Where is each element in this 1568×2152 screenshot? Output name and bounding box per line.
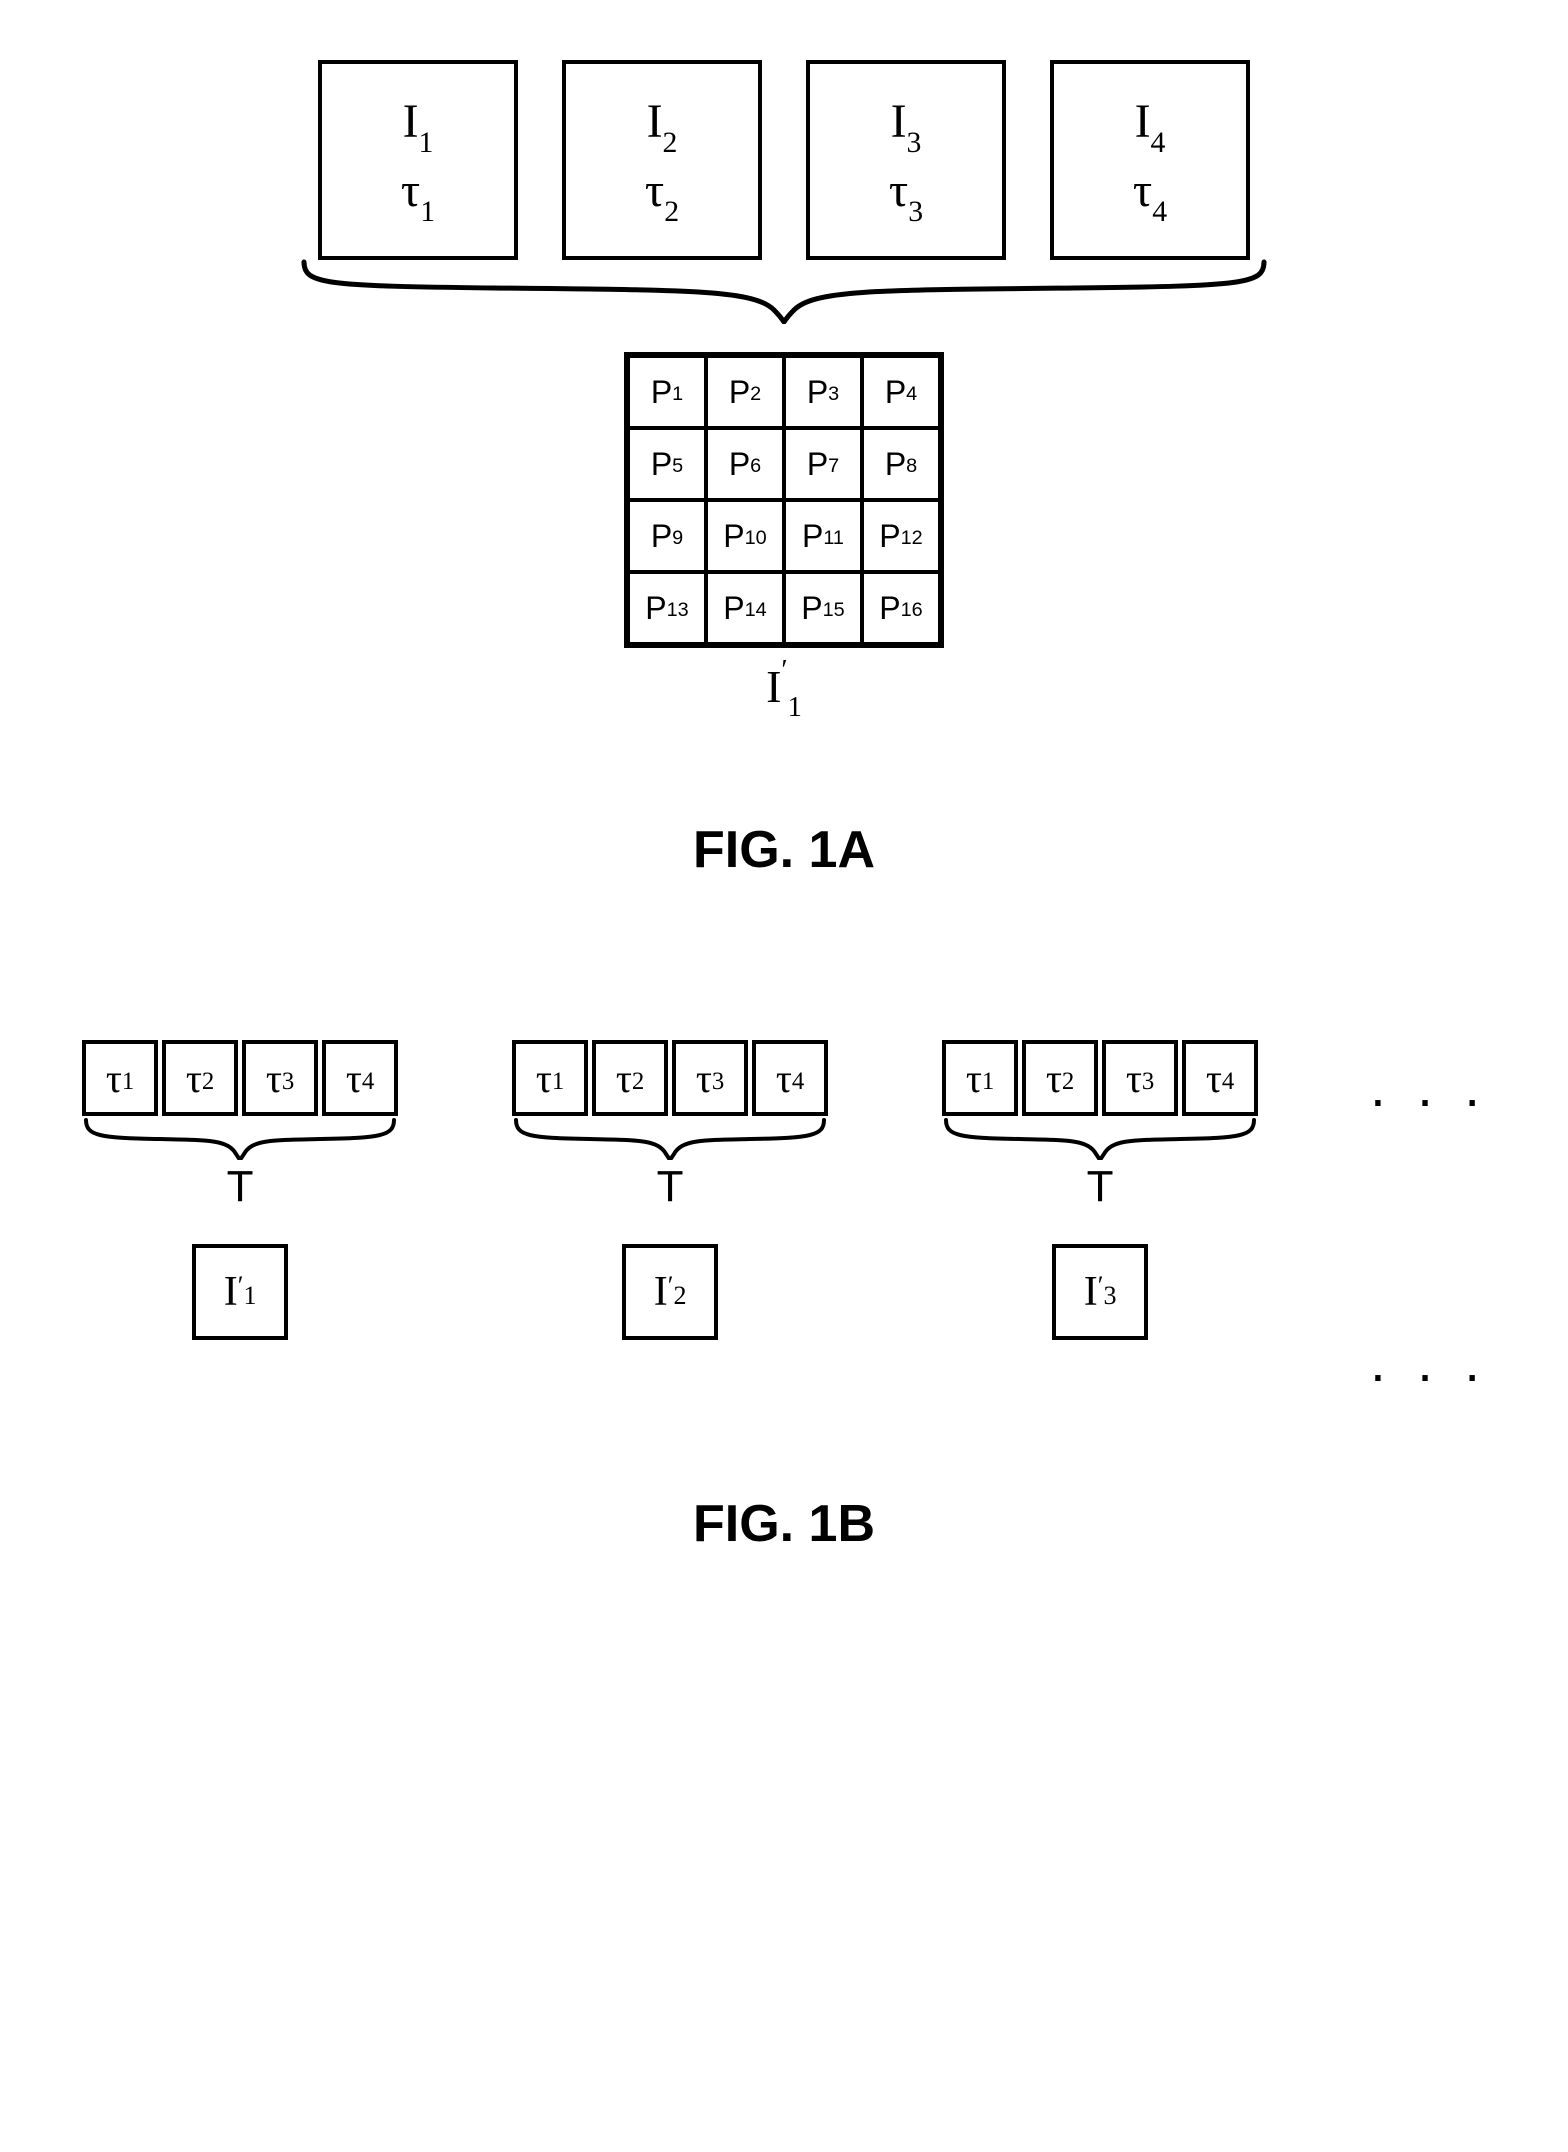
brace-icon	[294, 254, 1274, 324]
tau-box: τ1	[512, 1040, 588, 1116]
ellipsis-bottom: . . .	[1370, 1329, 1488, 1394]
small-brace-1	[80, 1114, 400, 1160]
small-brace-3	[940, 1114, 1260, 1160]
pixel-cell: P6	[706, 428, 784, 500]
result-box-3: I′3	[1052, 1244, 1148, 1340]
big-brace	[40, 254, 1528, 324]
tau-row-3: τ1 τ2 τ3 τ4	[942, 1040, 1258, 1116]
input-image-3: I3 τ3	[806, 60, 1006, 260]
input-image-1-I: I1	[403, 98, 434, 153]
tau-box: τ4	[322, 1040, 398, 1116]
group-3: τ1 τ2 τ3 τ4 T I′3	[940, 1040, 1260, 1340]
pixel-cell: P7	[784, 428, 862, 500]
tau-row-2: τ1 τ2 τ3 τ4	[512, 1040, 828, 1116]
figure-1a: I1 τ1 I2 τ2 I3 τ3 I4	[40, 60, 1528, 880]
input-image-4-I: I4	[1135, 98, 1166, 153]
result-box-2: I′2	[622, 1244, 718, 1340]
pixel-row-2: P5 P6 P7 P8	[628, 428, 940, 500]
brace-icon	[510, 1114, 830, 1160]
ellipsis-column: . . . . . .	[1370, 1040, 1488, 1394]
input-image-4: I4 τ4	[1050, 60, 1250, 260]
input-image-2: I2 τ2	[562, 60, 762, 260]
pixel-cell: P2	[706, 356, 784, 428]
tau-box: τ3	[242, 1040, 318, 1116]
input-image-1: I1 τ1	[318, 60, 518, 260]
T-label-3: T	[1087, 1162, 1114, 1212]
tau-box: τ1	[942, 1040, 1018, 1116]
caption-1a: FIG. 1A	[40, 820, 1528, 880]
input-images-row: I1 τ1 I2 τ2 I3 τ3 I4	[40, 60, 1528, 260]
input-image-3-I: I3	[891, 98, 922, 153]
input-image-2-tau: τ2	[645, 167, 679, 222]
result-image-label-1a: I′1	[40, 660, 1528, 720]
input-image-3-tau: τ3	[889, 167, 923, 222]
pixel-cell: P8	[862, 428, 940, 500]
input-image-1-tau: τ1	[401, 167, 435, 222]
figure-1b: τ1 τ2 τ3 τ4 T I′1 τ1 τ2 τ3 τ4	[40, 1040, 1528, 1554]
tau-box: τ2	[162, 1040, 238, 1116]
input-image-2-I: I2	[647, 98, 678, 153]
ellipsis-top: . . .	[1370, 1054, 1488, 1119]
group-2: τ1 τ2 τ3 τ4 T I′2	[510, 1040, 830, 1340]
tau-box: τ2	[1022, 1040, 1098, 1116]
pixel-cell: P9	[628, 500, 706, 572]
pixel-cell: P14	[706, 572, 784, 644]
pixel-cell: P12	[862, 500, 940, 572]
pixel-row-3: P9 P10 P11 P12	[628, 500, 940, 572]
pixel-cell: P16	[862, 572, 940, 644]
tau-box: τ1	[82, 1040, 158, 1116]
pixel-row-1: P1 P2 P3 P4	[628, 356, 940, 428]
tau-box: τ2	[592, 1040, 668, 1116]
T-label-1: T	[227, 1162, 254, 1212]
pixel-row-4: P13 P14 P15 P16	[628, 572, 940, 644]
pixel-cell: P5	[628, 428, 706, 500]
pixel-cell: P1	[628, 356, 706, 428]
pixel-cell: P4	[862, 356, 940, 428]
brace-icon	[80, 1114, 400, 1160]
pixel-cell: P13	[628, 572, 706, 644]
group-1: τ1 τ2 τ3 τ4 T I′1	[80, 1040, 400, 1340]
pixel-grid: P1 P2 P3 P4 P5 P6 P7 P8 P9 P10 P11 P12 P…	[624, 352, 944, 648]
caption-1b: FIG. 1B	[40, 1494, 1528, 1554]
T-label-2: T	[657, 1162, 684, 1212]
result-box-1: I′1	[192, 1244, 288, 1340]
brace-icon	[940, 1114, 1260, 1160]
small-brace-2	[510, 1114, 830, 1160]
groups-row: τ1 τ2 τ3 τ4 T I′1 τ1 τ2 τ3 τ4	[40, 1040, 1528, 1394]
pixel-cell: P15	[784, 572, 862, 644]
tau-row-1: τ1 τ2 τ3 τ4	[82, 1040, 398, 1116]
tau-box: τ3	[672, 1040, 748, 1116]
tau-box: τ4	[752, 1040, 828, 1116]
pixel-cell: P3	[784, 356, 862, 428]
tau-box: τ4	[1182, 1040, 1258, 1116]
tau-box: τ3	[1102, 1040, 1178, 1116]
input-image-4-tau: τ4	[1133, 167, 1167, 222]
pixel-cell: P10	[706, 500, 784, 572]
pixel-cell: P11	[784, 500, 862, 572]
